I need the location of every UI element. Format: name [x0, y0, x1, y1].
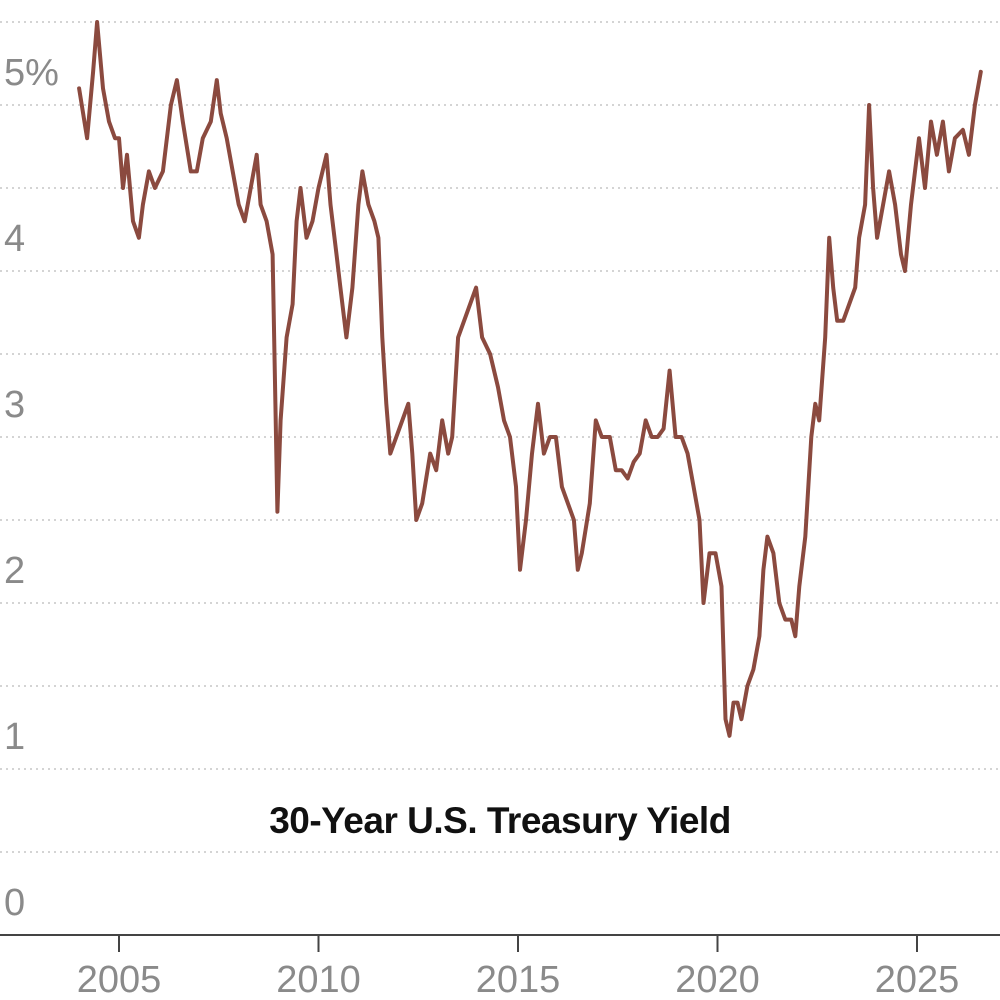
series-area — [77, 20, 983, 738]
x-tick-label: 2005 — [77, 959, 162, 1000]
y-tick-label: 1 — [4, 716, 25, 758]
y-tick-label: 0 — [4, 882, 25, 924]
y-gridlines — [0, 21, 1000, 853]
y-axis-tick-labels: 0 1 2 3 4 5% — [4, 52, 59, 924]
chart-title: 30-Year U.S. Treasury Yield — [269, 800, 731, 841]
y-tick-label: 3 — [4, 384, 25, 426]
x-tick-label: 2010 — [276, 959, 361, 1000]
x-tick-label: 2015 — [476, 959, 561, 1000]
x-axis-ticks: 2005 2010 2015 2020 2025 — [77, 935, 960, 1000]
y-tick-label: 5% — [4, 52, 59, 94]
y-tick-label: 4 — [4, 218, 25, 260]
series-line — [77, 20, 983, 738]
y-tick-label: 2 — [4, 550, 25, 592]
x-tick-label: 2020 — [675, 959, 760, 1000]
x-tick-label: 2025 — [875, 959, 960, 1000]
